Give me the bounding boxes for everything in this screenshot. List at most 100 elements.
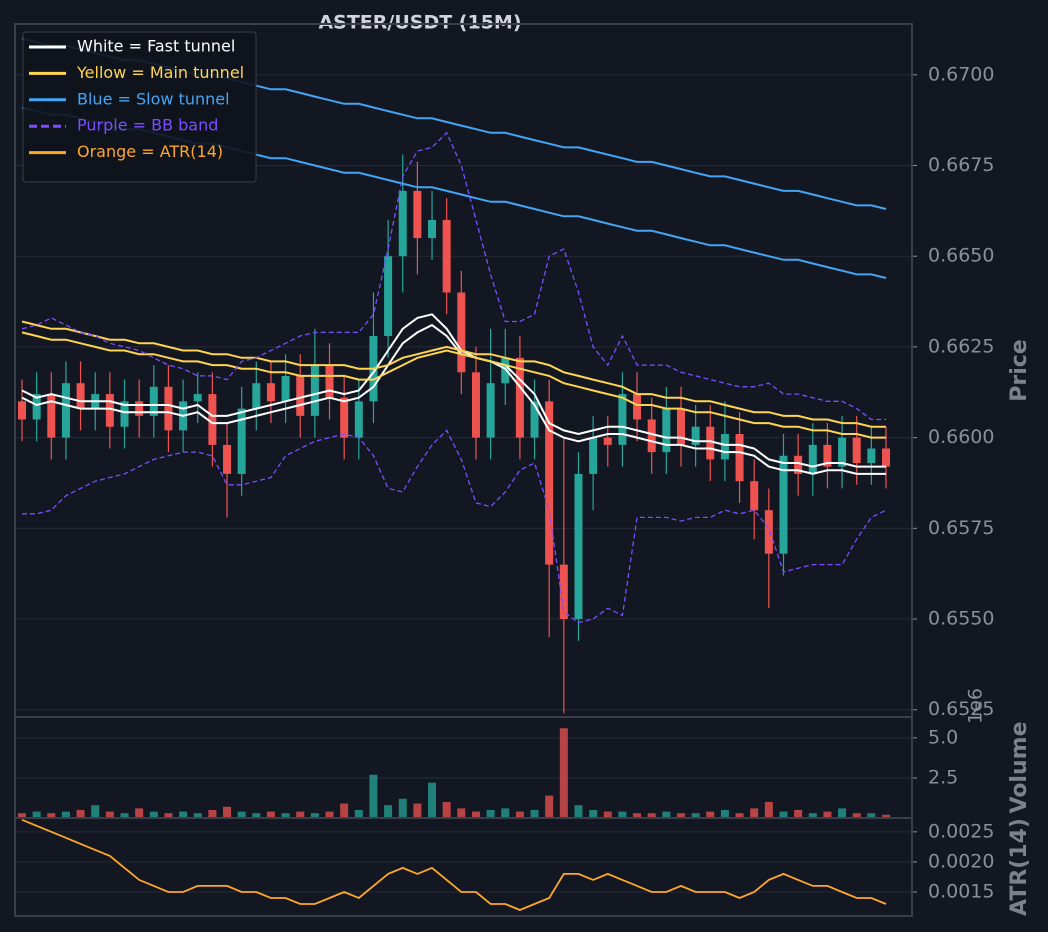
volume-bar	[457, 808, 466, 818]
volume-bar	[530, 809, 539, 818]
candle-body	[838, 437, 847, 467]
legend-label: Blue = Slow tunnel	[77, 89, 230, 108]
candle-body	[120, 401, 129, 427]
volume-bar	[281, 813, 290, 818]
y-tick-label: 5.0	[928, 726, 958, 748]
volume-bar	[369, 774, 378, 818]
volume-bar	[662, 811, 671, 818]
panel	[15, 728, 912, 818]
y-tick-label: 0.6525	[928, 698, 994, 720]
panel	[15, 818, 912, 911]
volume-bar	[779, 811, 788, 818]
volume-bar	[882, 814, 890, 818]
volume-bar	[252, 813, 261, 818]
volume-bar	[838, 808, 847, 818]
y-tick-label: 0.0015	[928, 880, 994, 902]
candle-body	[515, 357, 524, 438]
candle-body	[647, 419, 656, 453]
candle-body	[354, 401, 363, 438]
volume-bar	[618, 811, 627, 818]
candle-body	[882, 448, 890, 467]
volume-bar	[852, 813, 861, 818]
volume-bar	[18, 813, 26, 818]
volume-bar	[764, 801, 773, 818]
y-tick-label: 0.6700	[928, 63, 994, 85]
indicator-line	[21, 331, 886, 439]
volume-bar	[354, 809, 363, 818]
volume-bar	[589, 809, 598, 818]
volume-bar	[545, 795, 554, 818]
volume-bar	[32, 811, 41, 818]
candle-body	[545, 401, 554, 565]
offset-label: 1e6	[965, 688, 987, 724]
volume-bar	[47, 813, 56, 818]
volume-bar	[76, 809, 85, 818]
y-axis-label: Volume	[1007, 722, 1032, 814]
volume-bar	[384, 805, 393, 818]
candle-body	[603, 437, 612, 445]
candle-body	[135, 401, 144, 416]
volume-bar	[486, 809, 495, 818]
candle-body	[76, 383, 85, 409]
candle-body	[471, 372, 480, 438]
volume-bar	[735, 813, 744, 818]
candle-body	[149, 386, 158, 416]
candle-body	[340, 397, 349, 438]
y-tick-label: 0.6550	[928, 608, 994, 630]
candle-body	[501, 357, 510, 384]
indicator-line	[21, 323, 886, 475]
candle-body	[676, 408, 685, 445]
candle-body	[413, 190, 422, 239]
volume-bar	[501, 808, 510, 818]
volume-bar	[691, 813, 700, 818]
volume-bar	[603, 811, 612, 818]
candle-body	[296, 375, 305, 416]
volume-bar	[706, 811, 715, 818]
atr-line	[21, 818, 887, 911]
candle-body	[281, 375, 290, 402]
volume-bar	[720, 809, 729, 818]
panel	[15, 37, 912, 714]
candle-body	[706, 426, 715, 460]
volume-bar	[179, 811, 188, 818]
volume-bar	[413, 803, 422, 818]
candle-body	[457, 292, 466, 373]
y-tick-label: 0.6650	[928, 245, 994, 267]
candle-body	[574, 473, 583, 620]
legend-box	[22, 31, 257, 183]
candle-body	[852, 437, 861, 464]
volume-bar	[867, 813, 876, 818]
volume-bar	[135, 808, 144, 818]
volume-bar	[120, 813, 129, 818]
chart-title: ASTER/USDT (15M)	[318, 12, 521, 34]
candle-body	[164, 386, 173, 431]
y-tick-label: 0.6625	[928, 335, 994, 357]
candle-body	[720, 433, 729, 460]
candle-body	[32, 394, 41, 420]
volume-bar	[325, 811, 334, 818]
candle-body	[559, 564, 568, 620]
volume-bar	[647, 813, 656, 818]
indicator-line	[21, 131, 886, 421]
candle-body	[662, 408, 671, 453]
candle-body	[618, 394, 627, 445]
y-tick-label: 0.6600	[928, 426, 994, 448]
y-tick-label: 0.6575	[928, 517, 994, 539]
candle-body	[691, 426, 700, 445]
y-axis-label: ATR(14)	[1007, 818, 1032, 916]
y-tick-label: 0.6675	[928, 154, 994, 176]
legend-label: White = Fast tunnel	[77, 37, 235, 56]
volume-bar	[340, 803, 349, 818]
candle-body	[633, 394, 642, 420]
volume-bar	[149, 811, 158, 818]
volume-bar	[266, 811, 275, 818]
candle-body	[18, 401, 26, 420]
volume-bar	[164, 813, 173, 818]
volume-bar	[223, 806, 232, 818]
candle-body	[486, 383, 495, 438]
legend-label: Yellow = Main tunnel	[76, 63, 244, 82]
volume-bar	[193, 813, 202, 818]
volume-bar	[442, 801, 451, 818]
candle-body	[237, 408, 246, 474]
volume-bar	[633, 813, 642, 818]
